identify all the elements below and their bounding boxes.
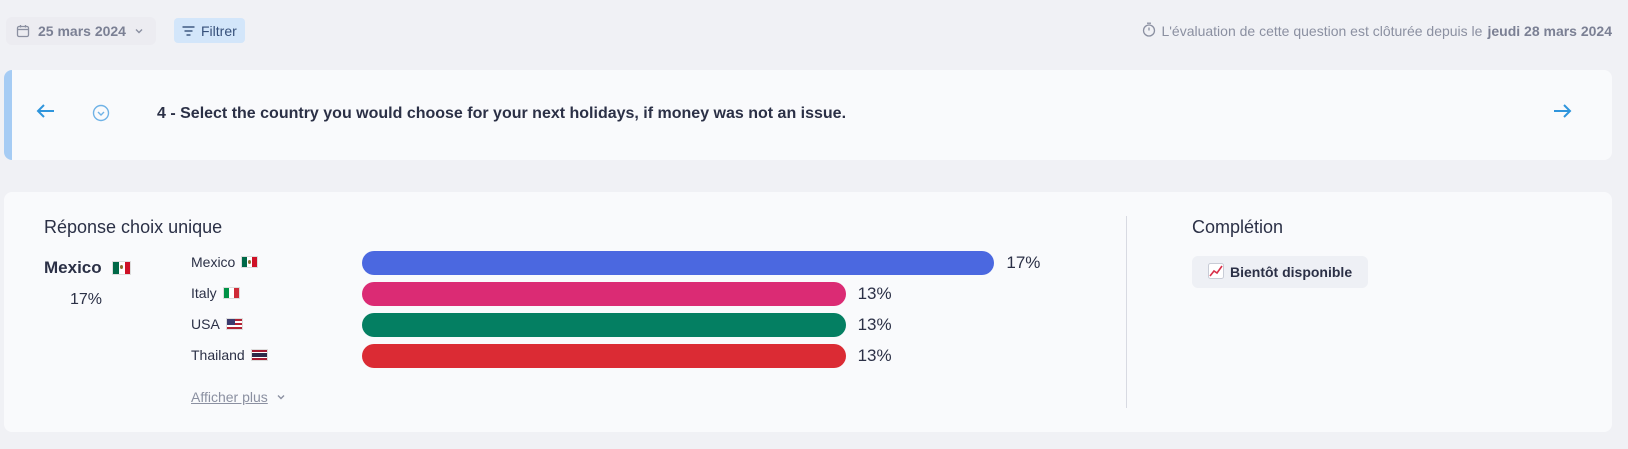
thailand-flag-icon [250,349,268,361]
filter-button[interactable]: Filtrer [174,18,245,43]
question-accent-bar [4,70,12,160]
expand-circle-icon[interactable] [92,104,110,127]
calendar-icon [16,24,30,38]
closed-notice: L'évaluation de cette question est clôtu… [1142,22,1612,40]
results-card: Réponse choix unique Mexico 17% Mexico 1… [4,192,1612,432]
category-text: USA [191,316,220,332]
results-title: Réponse choix unique [44,217,223,237]
top-answer-percent: 17% [70,291,103,308]
category-text: Thailand [191,347,245,363]
show-more-link[interactable]: Afficher plus [191,389,286,405]
chart-bar [362,251,995,275]
usa-flag-icon [225,318,243,330]
arrow-left-icon[interactable] [36,103,56,124]
show-more-label: Afficher plus [191,389,268,405]
chart-category-label: USA [191,316,243,332]
top-answer: Mexico [44,258,132,278]
chart-bar [362,313,846,337]
date-label: 25 mars 2024 [38,23,126,39]
coming-soon-badge: Bientôt disponible [1192,256,1369,288]
coming-soon-label: Bientôt disponible [1230,264,1353,280]
filter-label: Filtrer [201,22,237,39]
chart-value-label: 13% [857,315,892,334]
chart-value-label: 13% [857,284,892,303]
chart-category-label: Thailand [191,347,268,363]
arrow-right-icon[interactable] [1552,103,1572,124]
closed-notice-date: jeudi 28 mars 2024 [1487,23,1612,39]
chart-category-label: Mexico [191,254,259,270]
chart-bar [362,282,846,306]
chart-increasing-icon [1208,262,1224,282]
chevron-down-icon [134,26,144,36]
chart-bar [362,344,846,368]
question-text: 4 - Select the country you would choose … [157,105,847,122]
toolbar: 25 mars 2024 Filtrer L'évaluation de cet… [0,0,1628,60]
chart-category-label: Italy [191,285,240,301]
question-card: 4 - Select the country you would choose … [4,70,1612,160]
chart-value-label: 13% [857,346,892,365]
chevron-down-icon [276,389,286,405]
timer-icon [1142,22,1156,40]
top-answer-label: Mexico [44,258,102,277]
category-text: Mexico [191,254,236,270]
mexico-flag-icon [241,256,259,268]
completion-title: Complétion [1192,217,1284,237]
mexico-flag-icon [112,261,132,275]
category-text: Italy [191,285,217,301]
date-picker-button[interactable]: 25 mars 2024 [6,17,156,45]
filter-icon [182,23,195,39]
closed-notice-text: L'évaluation de cette question est clôtu… [1161,23,1483,39]
section-divider [1126,216,1127,408]
chart-value-label: 17% [1006,253,1041,272]
italy-flag-icon [222,287,240,299]
